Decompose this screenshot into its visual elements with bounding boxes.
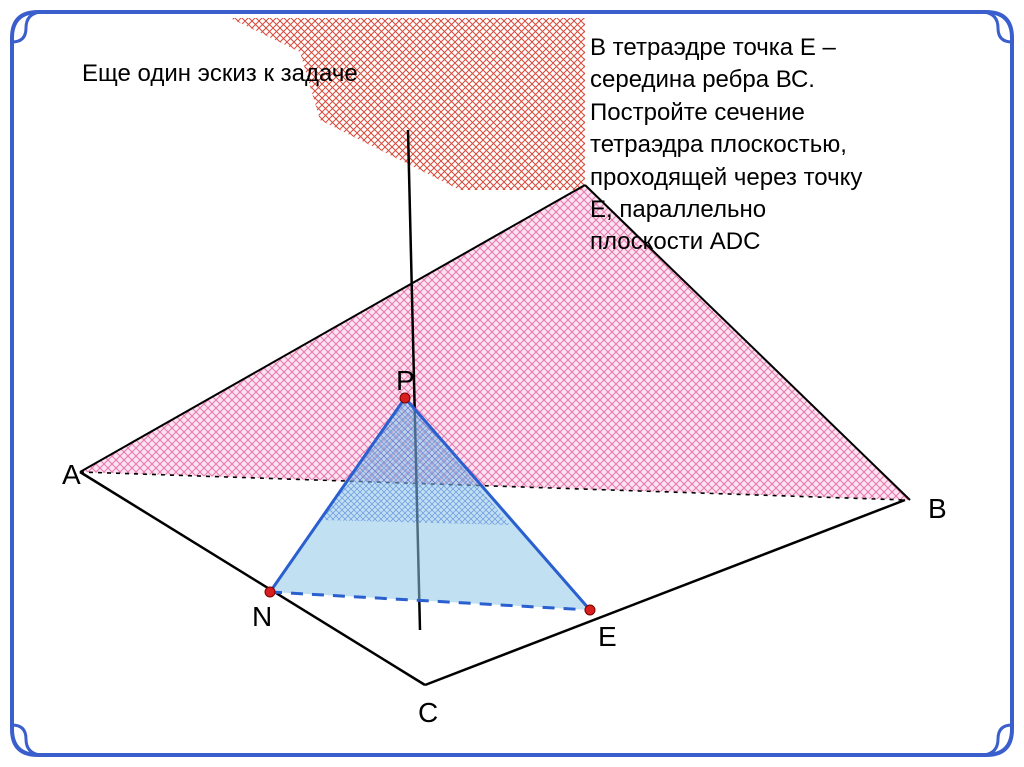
label-a: A [62,459,81,490]
label-c: C [418,697,438,728]
diagram-canvas: A B C P N E [0,0,1024,767]
label-b: B [928,493,947,524]
problem-line: Постройте сечение [590,97,862,129]
point-n [265,587,275,597]
point-e [585,605,595,615]
problem-line: проходящей через точку [590,162,862,194]
problem-line: тетраэдра плоскостью, [590,129,862,161]
problem-line: В тетраэдре точка Е – [590,32,862,64]
hatched-region [230,18,585,190]
problem-line: Е, параллельно [590,194,862,226]
sketch-caption: Еще один эскиз к задаче [82,60,358,88]
problem-line: плоскости АDС [590,226,862,258]
problem-statement: В тетраэдре точка Е – середина ребра ВС.… [590,32,862,259]
problem-line: середина ребра ВС. [590,64,862,96]
label-e: E [598,621,617,652]
label-n: N [252,601,272,632]
label-p: P [396,365,415,396]
